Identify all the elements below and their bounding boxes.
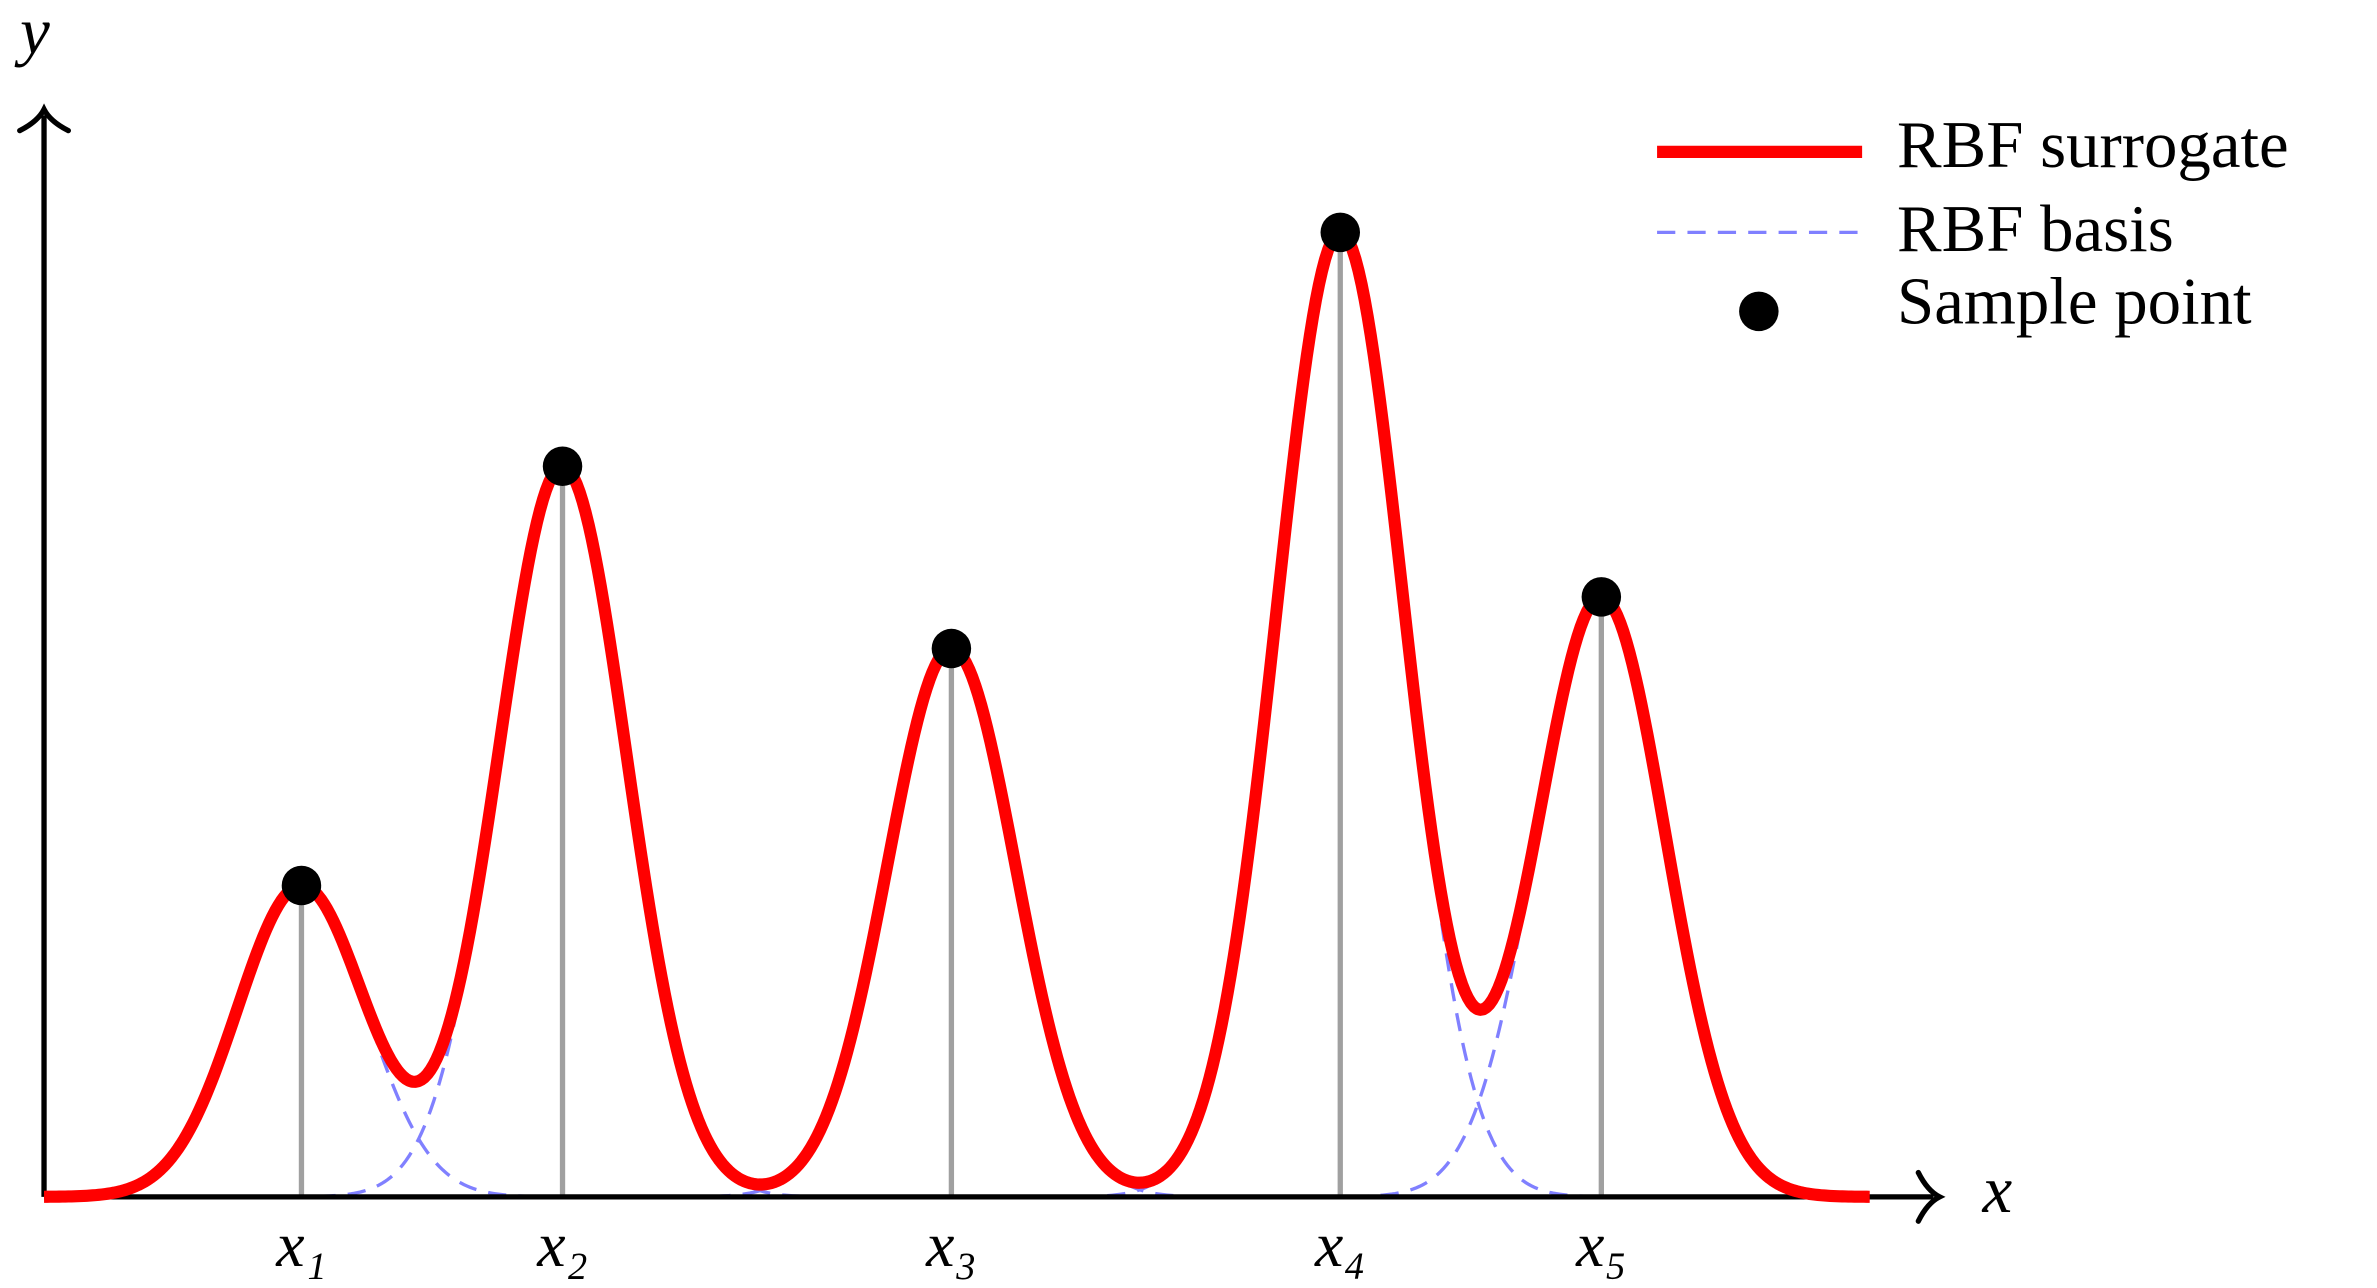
y-axis-label: y: [14, 0, 50, 68]
x-tick-label: x₅: [1575, 1209, 1626, 1280]
sample-point: [281, 865, 322, 906]
legend-label: Sample point: [1897, 265, 2252, 339]
x-tick-label: x₄: [1314, 1209, 1365, 1280]
sample-point: [1320, 212, 1361, 253]
legend-label: RBF basis: [1897, 192, 2174, 266]
x-axis-label: x: [1981, 1153, 2012, 1227]
surrogate-curve: [40, 226, 1873, 1203]
x-tick-label: x₂: [536, 1209, 587, 1280]
basis-curve: [44, 884, 1870, 1199]
sample-point: [931, 628, 972, 669]
basis-curve: [44, 464, 1870, 1199]
sample-point: [542, 446, 583, 487]
y-arrow: [17, 103, 71, 134]
x-arrow: [1915, 1169, 1946, 1224]
legend-label: RBF surrogate: [1897, 108, 2289, 182]
x-tick-label: x₁: [275, 1209, 326, 1280]
basis-curve: [44, 646, 1870, 1199]
legend-swatch: [1739, 291, 1779, 332]
basis-curve: [44, 230, 1870, 1199]
x-tick-label: x₃: [925, 1209, 976, 1280]
sample-point: [1581, 577, 1622, 617]
